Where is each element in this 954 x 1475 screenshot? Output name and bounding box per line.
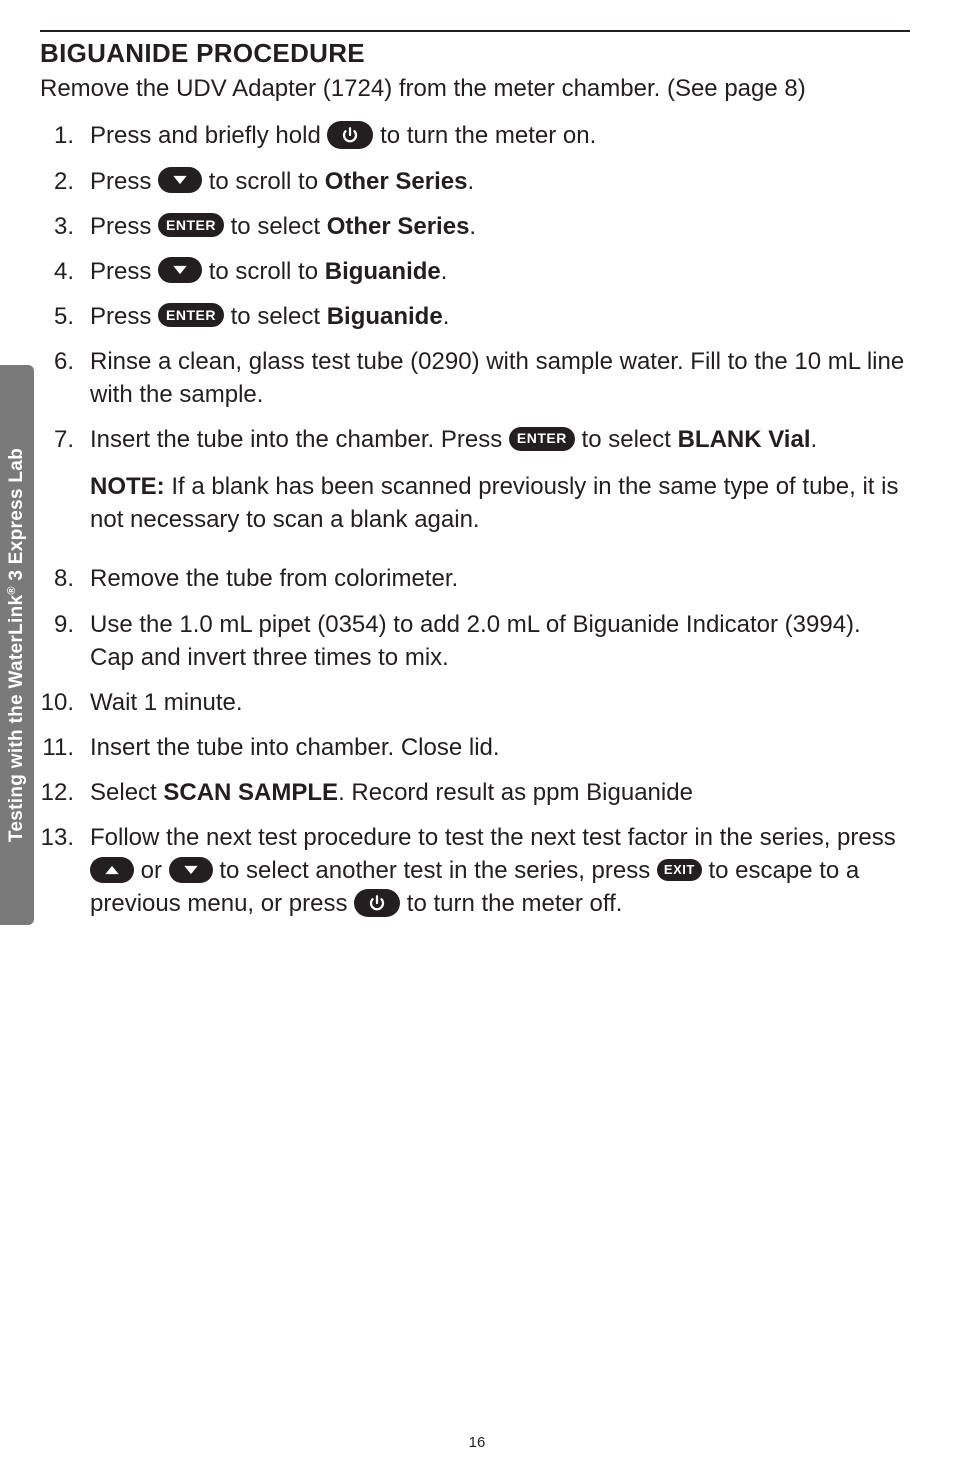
note-label: NOTE: <box>90 473 165 500</box>
step-text: Press and briefly hold <box>90 122 327 149</box>
step-12: 12. Select SCAN SAMPLE. Record result as… <box>40 776 910 809</box>
page-content: BIGUANIDE PROCEDURE Remove the UDV Adapt… <box>40 30 910 932</box>
step-text: to scroll to <box>209 168 325 195</box>
step-8: 8. Remove the tube from colorimeter. <box>40 562 910 595</box>
note-text: If a blank has been scanned previously i… <box>90 473 898 533</box>
side-tab-label: Testing with the WaterLink® 3 Express La… <box>6 448 28 842</box>
step-body: Press ENTER to select Other Series. <box>90 210 910 243</box>
step-text: . Record result as ppm Biguanide <box>338 779 693 806</box>
step-text: to turn the meter off. <box>407 890 623 917</box>
step-6: 6. Rinse a clean, glass test tube (0290)… <box>40 345 910 411</box>
step-number: 6. <box>40 345 90 378</box>
step-text: to select <box>231 303 327 330</box>
bold-text: Biguanide <box>327 303 443 330</box>
step-body: Press and briefly hold to turn the meter… <box>90 119 910 152</box>
bold-text: Other Series <box>325 168 468 195</box>
step-text: Press <box>90 213 158 240</box>
step-text: Insert the tube into the chamber. Press <box>90 426 509 453</box>
page-number: 16 <box>0 1434 954 1451</box>
step-3: 3. Press ENTER to select Other Series. <box>40 210 910 243</box>
step-body: Remove the tube from colorimeter. <box>90 562 910 595</box>
bold-text: SCAN SAMPLE <box>163 779 338 806</box>
step-text: Press <box>90 168 158 195</box>
step-text: to select another test in the series, pr… <box>219 857 657 884</box>
step-text: to turn the meter on. <box>380 122 596 149</box>
enter-icon: ENTER <box>509 427 575 451</box>
bold-text: Other Series <box>327 213 470 240</box>
step-number: 2. <box>40 165 90 198</box>
step-body: Follow the next test procedure to test t… <box>90 821 910 920</box>
step-text: Press <box>90 303 158 330</box>
step-number: 12. <box>40 776 90 809</box>
enter-icon: ENTER <box>158 303 224 327</box>
enter-icon: ENTER <box>158 213 224 237</box>
side-tab-prefix: Testing with the WaterLink <box>6 595 27 842</box>
step-text: . <box>469 213 476 240</box>
step-number: 13. <box>40 821 90 854</box>
power-icon <box>327 121 373 149</box>
power-icon <box>354 889 400 917</box>
step-13: 13. Follow the next test procedure to te… <box>40 821 910 920</box>
step-11: 11. Insert the tube into chamber. Close … <box>40 731 910 764</box>
top-rule <box>40 30 910 32</box>
step-body: Press to scroll to Biguanide. <box>90 255 910 288</box>
step-7: 7. Insert the tube into the chamber. Pre… <box>40 423 910 550</box>
step-body: Select SCAN SAMPLE. Record result as ppm… <box>90 776 910 809</box>
up-arrow-icon <box>90 857 134 883</box>
step-body: Press ENTER to select Biguanide. <box>90 300 910 333</box>
step-body: Insert the tube into chamber. Close lid. <box>90 731 910 764</box>
step-number: 8. <box>40 562 90 595</box>
step-body: Insert the tube into the chamber. Press … <box>90 423 910 550</box>
step-number: 4. <box>40 255 90 288</box>
step-10: 10. Wait 1 minute. <box>40 686 910 719</box>
step-text: Select <box>90 779 163 806</box>
side-tab: Testing with the WaterLink® 3 Express La… <box>0 365 34 925</box>
step-text: to select <box>582 426 678 453</box>
bold-text: Biguanide <box>325 258 441 285</box>
registered-mark: ® <box>6 586 18 594</box>
step-9: 9. Use the 1.0 mL pipet (0354) to add 2.… <box>40 608 910 674</box>
step-text: . <box>441 258 448 285</box>
step-text: . <box>811 426 818 453</box>
note-block: NOTE: If a blank has been scanned previo… <box>90 470 910 536</box>
side-tab-suffix: 3 Express Lab <box>6 448 27 586</box>
step-number: 3. <box>40 210 90 243</box>
step-1: 1. Press and briefly hold to turn the me… <box>40 119 910 152</box>
step-number: 11. <box>40 731 90 764</box>
step-text: or <box>141 857 169 884</box>
step-text: to scroll to <box>209 258 325 285</box>
procedure-steps: 1. Press and briefly hold to turn the me… <box>40 119 910 920</box>
step-4: 4. Press to scroll to Biguanide. <box>40 255 910 288</box>
step-body: Wait 1 minute. <box>90 686 910 719</box>
step-text: Press <box>90 258 158 285</box>
section-heading: BIGUANIDE PROCEDURE <box>40 38 910 69</box>
step-text: . <box>467 168 474 195</box>
exit-icon: EXIT <box>657 859 702 881</box>
step-number: 9. <box>40 608 90 641</box>
step-2: 2. Press to scroll to Other Series. <box>40 165 910 198</box>
step-5: 5. Press ENTER to select Biguanide. <box>40 300 910 333</box>
step-body: Rinse a clean, glass test tube (0290) wi… <box>90 345 910 411</box>
down-arrow-icon <box>158 257 202 283</box>
step-body: Press to scroll to Other Series. <box>90 165 910 198</box>
step-number: 5. <box>40 300 90 333</box>
step-number: 7. <box>40 423 90 456</box>
step-text: to select <box>231 213 327 240</box>
step-number: 1. <box>40 119 90 152</box>
step-number: 10. <box>40 686 90 719</box>
bold-text: BLANK Vial <box>678 426 811 453</box>
intro-text: Remove the UDV Adapter (1724) from the m… <box>40 73 910 105</box>
step-text: . <box>443 303 450 330</box>
down-arrow-icon <box>169 857 213 883</box>
down-arrow-icon <box>158 167 202 193</box>
step-body: Use the 1.0 mL pipet (0354) to add 2.0 m… <box>90 608 910 674</box>
step-text: Follow the next test procedure to test t… <box>90 824 896 851</box>
